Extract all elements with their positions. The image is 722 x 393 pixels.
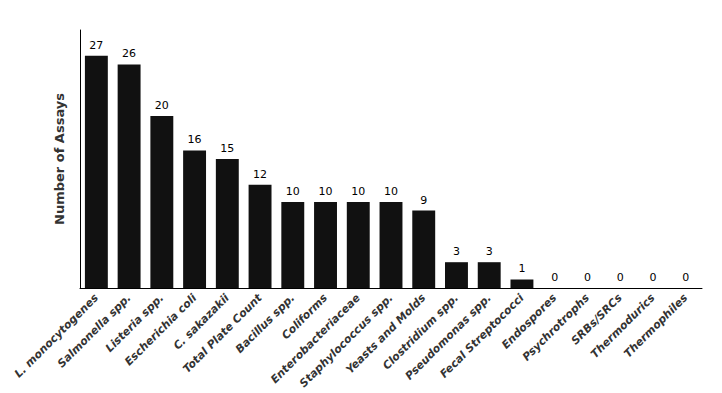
svg-text:L. monocytogenes: L. monocytogenes [11,291,101,381]
svg-text:Pseudomonas spp.: Pseudomonas spp. [402,291,494,383]
svg-text:Enterobacteriaceae: Enterobacteriaceae [268,291,363,387]
svg-text:0: 0 [682,271,689,284]
svg-text:Salmonella spp.: Salmonella spp. [54,291,134,371]
svg-text:C. sakazakii: C. sakazakii [171,291,232,352]
svg-text:16: 16 [188,133,202,146]
svg-text:0: 0 [584,271,591,284]
svg-text:Thermophiles: Thermophiles [621,291,690,360]
svg-text:Clostridium spp.: Clostridium spp. [380,291,462,373]
svg-text:1: 1 [518,262,525,275]
svg-text:Listeria spp.: Listeria spp. [102,291,167,355]
svg-text:27: 27 [89,39,103,52]
svg-text:Bacillus spp.: Bacillus spp. [232,291,298,356]
svg-text:15: 15 [220,142,234,155]
svg-text:20: 20 [155,99,169,112]
svg-text:3: 3 [486,245,493,258]
svg-text:Fecal Streptococci: Fecal Streptococci [437,291,527,381]
svg-text:10: 10 [286,185,300,198]
svg-text:0: 0 [551,271,558,284]
svg-text:10: 10 [319,185,333,198]
svg-text:26: 26 [122,47,136,60]
svg-text:Number of Assays: Number of Assays [52,93,67,225]
svg-text:9: 9 [420,194,427,207]
svg-text:12: 12 [253,168,267,181]
svg-text:10: 10 [384,185,398,198]
svg-text:Staphylococcus spp.: Staphylococcus spp. [297,291,396,390]
svg-text:Yeasts and Molds: Yeasts and Molds [343,291,429,377]
svg-text:0: 0 [617,271,624,284]
svg-text:Coliforms: Coliforms [279,291,331,343]
svg-text:3: 3 [453,245,460,258]
svg-text:Total Plate Count: Total Plate Count [180,291,265,376]
svg-text:10: 10 [351,185,365,198]
svg-text:Endospores: Endospores [499,291,559,351]
svg-text:0: 0 [649,271,656,284]
svg-text:Psychrotrophs: Psychrotrophs [519,291,592,364]
svg-text:Escherichia coli: Escherichia coli [122,291,200,369]
svg-text:SRBs/SRCs: SRBs/SRCs [568,291,625,348]
svg-text:Thermodurics: Thermodurics [588,291,658,361]
